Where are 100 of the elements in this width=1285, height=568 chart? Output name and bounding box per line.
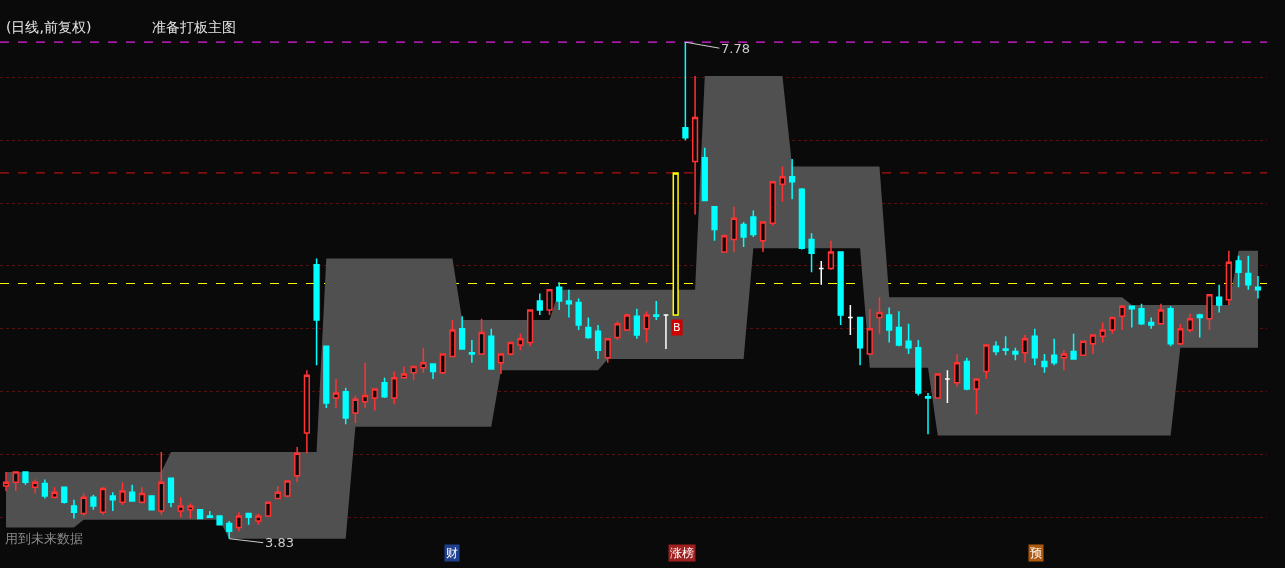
- candlestick: [934, 373, 941, 399]
- candlestick: [478, 317, 485, 355]
- candlestick: [1002, 335, 1009, 356]
- candlestick: [391, 370, 398, 405]
- candlestick: [206, 510, 213, 519]
- candlestick: [420, 346, 427, 374]
- candlestick: [1118, 304, 1126, 331]
- candlestick: [546, 289, 553, 316]
- candlestick: [61, 486, 68, 505]
- candlestick: [759, 221, 767, 253]
- candlestick: [750, 209, 757, 238]
- candlestick: [410, 365, 417, 382]
- candlestick: [70, 498, 78, 520]
- annotation: 用到未来数据: [5, 531, 83, 546]
- candlestick: [662, 314, 670, 350]
- candlestick: [1099, 321, 1106, 344]
- candlestick: [643, 310, 650, 344]
- candlestick: [429, 363, 437, 380]
- candlestick: [294, 446, 301, 483]
- candlestick: [789, 158, 796, 201]
- candlestick: [536, 292, 543, 316]
- candlestick: [1051, 338, 1058, 366]
- candlestick: [1109, 316, 1116, 335]
- candlestick: [847, 304, 854, 336]
- candlestick: [459, 315, 466, 350]
- candlestick: [323, 345, 330, 409]
- candlestick: [1138, 302, 1145, 326]
- candlestick: [119, 481, 126, 506]
- candlestick: [556, 281, 563, 311]
- text: 预: [1030, 546, 1042, 560]
- candlestick: [953, 353, 961, 388]
- candlestick: [313, 257, 320, 366]
- candlestick: [905, 323, 912, 355]
- candlestick: [99, 486, 107, 516]
- candlestick: [1235, 255, 1242, 289]
- annotation: 7.78: [721, 41, 750, 56]
- candlestick: [604, 338, 611, 364]
- candlestick: [361, 361, 369, 409]
- candlestick: [22, 471, 29, 486]
- candlestick: [740, 221, 747, 248]
- candlestick: [886, 306, 893, 344]
- candlestick: [51, 486, 58, 500]
- candlestick: [779, 165, 786, 203]
- candlestick: [701, 147, 708, 202]
- candlestick: [963, 356, 970, 392]
- candlestick: [575, 297, 582, 331]
- candlestick: [342, 387, 349, 426]
- candlestick: [1060, 349, 1067, 372]
- candlestick: [721, 233, 728, 253]
- candlestick: [1157, 302, 1165, 325]
- candlestick: [90, 493, 97, 511]
- chart-subtitle: 准备打板主图: [152, 19, 236, 35]
- candlestick: [1186, 312, 1194, 334]
- candlestick: [449, 319, 456, 358]
- candlestick: [1177, 323, 1184, 346]
- candlestick: [808, 232, 815, 273]
- candlestick: [798, 187, 805, 251]
- candlestick: [856, 316, 864, 366]
- candlestick: [148, 495, 155, 511]
- candlestick: [730, 206, 738, 253]
- candlestick: [226, 520, 233, 540]
- candlestick: [1225, 250, 1232, 306]
- annotation: 3.83: [265, 535, 294, 550]
- candlestick: [624, 312, 631, 331]
- candlestick: [1128, 305, 1135, 329]
- candlestick: [517, 333, 524, 351]
- candlestick: [1206, 294, 1213, 331]
- candlestick: [138, 486, 146, 505]
- candlestick: [973, 378, 980, 415]
- candlestick: [585, 316, 592, 340]
- candlestick: [1245, 255, 1252, 291]
- candlestick: [158, 451, 165, 516]
- candlestick: [80, 492, 87, 517]
- candlestick: [944, 369, 951, 404]
- candlestick: [41, 478, 48, 500]
- candlestick: [177, 496, 184, 519]
- candlestick: [497, 353, 505, 375]
- candlestick: [1254, 275, 1262, 300]
- candlestick: [915, 339, 922, 397]
- candlestick: [1167, 305, 1174, 348]
- chart-title: (日线,前复权): [6, 19, 92, 35]
- candlestick: [818, 260, 825, 286]
- candlestick: [439, 353, 446, 375]
- candlestick: [109, 491, 116, 512]
- annotation: B: [673, 321, 681, 334]
- candlestick: [1148, 316, 1155, 330]
- candlestick: [682, 41, 689, 141]
- candlestick: [216, 515, 223, 526]
- candlestick: [468, 339, 475, 364]
- candlestick: [711, 206, 718, 242]
- candlestick: [1031, 328, 1038, 366]
- candlestick: [565, 289, 573, 319]
- candlestick: [1080, 340, 1087, 356]
- candlestick: [1021, 334, 1029, 364]
- candlestick: [284, 480, 291, 498]
- candlestick: [769, 180, 776, 227]
- candlestick: [274, 485, 281, 500]
- candlestick: [129, 483, 136, 502]
- candlestick: [866, 307, 873, 355]
- candlestick: [992, 340, 1000, 356]
